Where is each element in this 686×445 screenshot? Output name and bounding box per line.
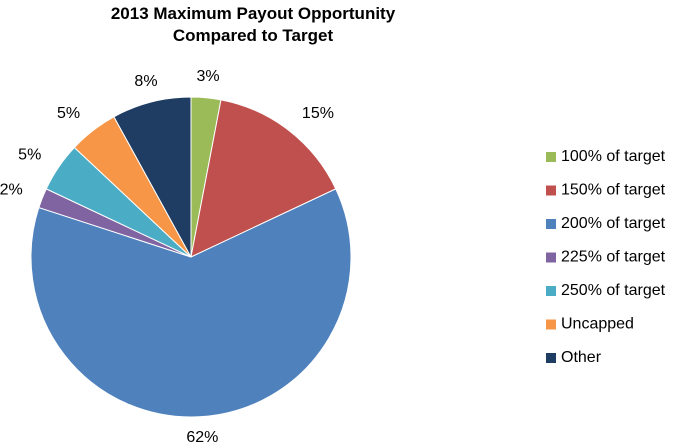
data-label: 8% [134, 73, 157, 90]
pie-slice [30, 188, 352, 418]
legend-label: 225% of target [561, 249, 666, 266]
legend-swatch [546, 319, 556, 330]
data-label: 3% [196, 68, 219, 85]
chart-title: 2013 Maximum Payout Opportunity Compared… [110, 4, 396, 45]
legend-swatch [546, 219, 556, 229]
data-label: 2% [0, 182, 23, 199]
legend-label: Other [561, 349, 602, 366]
legend-swatch [546, 152, 556, 162]
pie-slice [190, 99, 337, 258]
legend-label: 150% of target [561, 182, 666, 199]
data-label: 5% [57, 105, 80, 122]
data-label: 5% [18, 146, 41, 163]
data-label: 62% [186, 429, 218, 445]
data-label: 15% [302, 105, 334, 122]
legend-swatch [546, 252, 556, 263]
legend-swatch [546, 353, 556, 363]
legend-label: 250% of target [561, 282, 666, 299]
legend-label: 200% of target [561, 215, 666, 232]
pie-slice [113, 96, 192, 258]
legend-swatch [546, 286, 556, 296]
legend-swatch [546, 185, 556, 196]
legend-label: 100% of target [561, 148, 666, 165]
legend-label: Uncapped [561, 316, 634, 333]
